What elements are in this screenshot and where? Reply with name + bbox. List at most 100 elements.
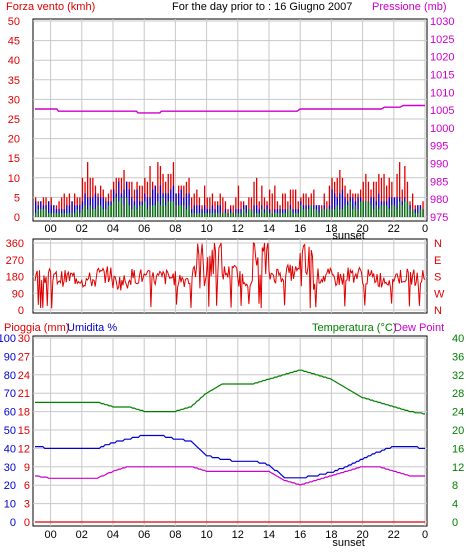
rain-tick-label: 6 <box>24 480 30 492</box>
humidity-tick-label: 10 <box>4 499 16 511</box>
temperature-tick-label: 0 <box>452 517 458 529</box>
wind-low-bar <box>128 205 130 217</box>
dewpoint-axis-title: Dew Point <box>394 322 444 334</box>
wind-low-bar <box>331 209 333 217</box>
wind-low-bar <box>217 213 219 217</box>
wind-average-bar <box>193 205 195 217</box>
wind-low-bar <box>352 209 354 217</box>
wind-gust-bar <box>235 197 237 217</box>
wind-average-bar <box>204 205 206 217</box>
wind-low-bar <box>37 209 39 217</box>
wind-low-bar <box>349 201 351 217</box>
wind-average-bar <box>159 185 162 217</box>
hour-tick-label: 14 <box>263 529 275 541</box>
wind-low-bar <box>115 197 117 217</box>
wind-low-bar <box>378 209 380 217</box>
wind-average-bar <box>188 193 190 217</box>
wind-low-bar <box>188 205 190 217</box>
wind-low-bar <box>308 209 310 217</box>
wind-tick-label: 25 <box>8 114 20 126</box>
wind-average-bar <box>131 197 133 217</box>
wind-low-bar <box>175 205 177 217</box>
hour-tick-label: 00 <box>44 223 56 235</box>
wind-low-bar <box>180 205 182 217</box>
wind-low-bar <box>178 205 180 217</box>
wind-low-bar <box>113 201 115 217</box>
wind-gust-bar <box>313 189 315 217</box>
hour-tick-label: 18 <box>325 529 337 541</box>
hour-tick-label: 16 <box>294 529 306 541</box>
wind-low-bar <box>214 213 216 217</box>
wind-low-bar <box>206 213 208 217</box>
wind-gust-bar <box>87 162 89 217</box>
wind-average-bar <box>245 205 247 217</box>
wind-low-bar <box>105 209 107 217</box>
wind-gust-bar <box>261 185 263 217</box>
wind-gust-bar <box>263 197 266 217</box>
wind-gust-bar <box>412 193 414 217</box>
wind-low-bar <box>313 209 315 217</box>
wind-low-bar <box>365 201 367 217</box>
hour-tick-label: 04 <box>107 223 119 235</box>
wind-gust-bar <box>191 197 193 217</box>
wind-gust-bar <box>256 177 258 217</box>
wind-low-bar <box>84 205 86 217</box>
wind-gust-bar <box>274 185 276 217</box>
wind-low-bar <box>55 213 58 217</box>
temperature-tick-label: 20 <box>452 425 464 437</box>
wind-low-bar <box>61 213 63 217</box>
wind-low-bar <box>123 205 125 217</box>
wind-low-bar <box>81 209 84 217</box>
wind-low-bar <box>136 209 138 217</box>
wind-low-bar <box>201 213 203 217</box>
wind-average-bar <box>388 197 390 217</box>
pressure-tick-label: 1020 <box>430 52 454 64</box>
wind-gust-bar <box>149 166 151 217</box>
wind-gust-bar <box>206 197 208 217</box>
wind-average-bar <box>48 201 50 217</box>
wind-low-bar <box>383 205 385 217</box>
wind-low-bar <box>149 205 151 217</box>
wind-tick-label: 45 <box>8 36 20 48</box>
wind-average-bar <box>175 193 177 217</box>
hour-tick-label: 14 <box>263 223 275 235</box>
direction-tick-label: 270 <box>6 255 24 267</box>
wind-low-bar <box>321 209 323 217</box>
wind-gust-bar <box>193 193 195 217</box>
wind-low-bar <box>302 209 305 217</box>
wind-low-bar <box>42 209 45 217</box>
wind-low-bar <box>347 205 349 217</box>
wind-low-bar <box>253 213 255 217</box>
humidity-tick-label: 20 <box>4 480 16 492</box>
wind-low-bar <box>334 209 336 217</box>
hour-tick-label: 06 <box>138 529 150 541</box>
wind-average-bar <box>136 189 138 217</box>
wind-low-bar <box>232 213 234 217</box>
wind-low-bar <box>258 213 260 217</box>
wind-low-bar <box>300 205 302 217</box>
wind-gust-bar <box>302 193 305 217</box>
hour-tick-label: 08 <box>169 223 181 235</box>
wind-low-bar <box>292 213 294 217</box>
wind-low-bar <box>284 213 286 217</box>
wind-average-bar <box>331 189 333 217</box>
wind-low-bar <box>271 213 273 217</box>
wind-tick-label: 5 <box>14 192 20 204</box>
hour-tick-label: 22 <box>388 529 400 541</box>
wind-average-bar <box>396 197 398 217</box>
wind-gust-bar <box>68 193 71 217</box>
wind-low-bar <box>159 205 162 217</box>
wind-gust-bar <box>211 193 214 217</box>
wind-low-bar <box>209 213 211 217</box>
wind-gust-bar <box>209 197 211 217</box>
wind-low-bar <box>235 213 237 217</box>
wind-average-bar <box>219 205 221 217</box>
wind-low-bar <box>118 201 120 217</box>
temperature-tick-label: 28 <box>452 388 464 400</box>
wind-low-bar <box>336 205 338 217</box>
hour-tick-label: 12 <box>232 223 244 235</box>
hour-tick-label: 10 <box>200 529 212 541</box>
wind-low-bar <box>388 209 390 217</box>
wind-low-bar <box>344 205 346 217</box>
